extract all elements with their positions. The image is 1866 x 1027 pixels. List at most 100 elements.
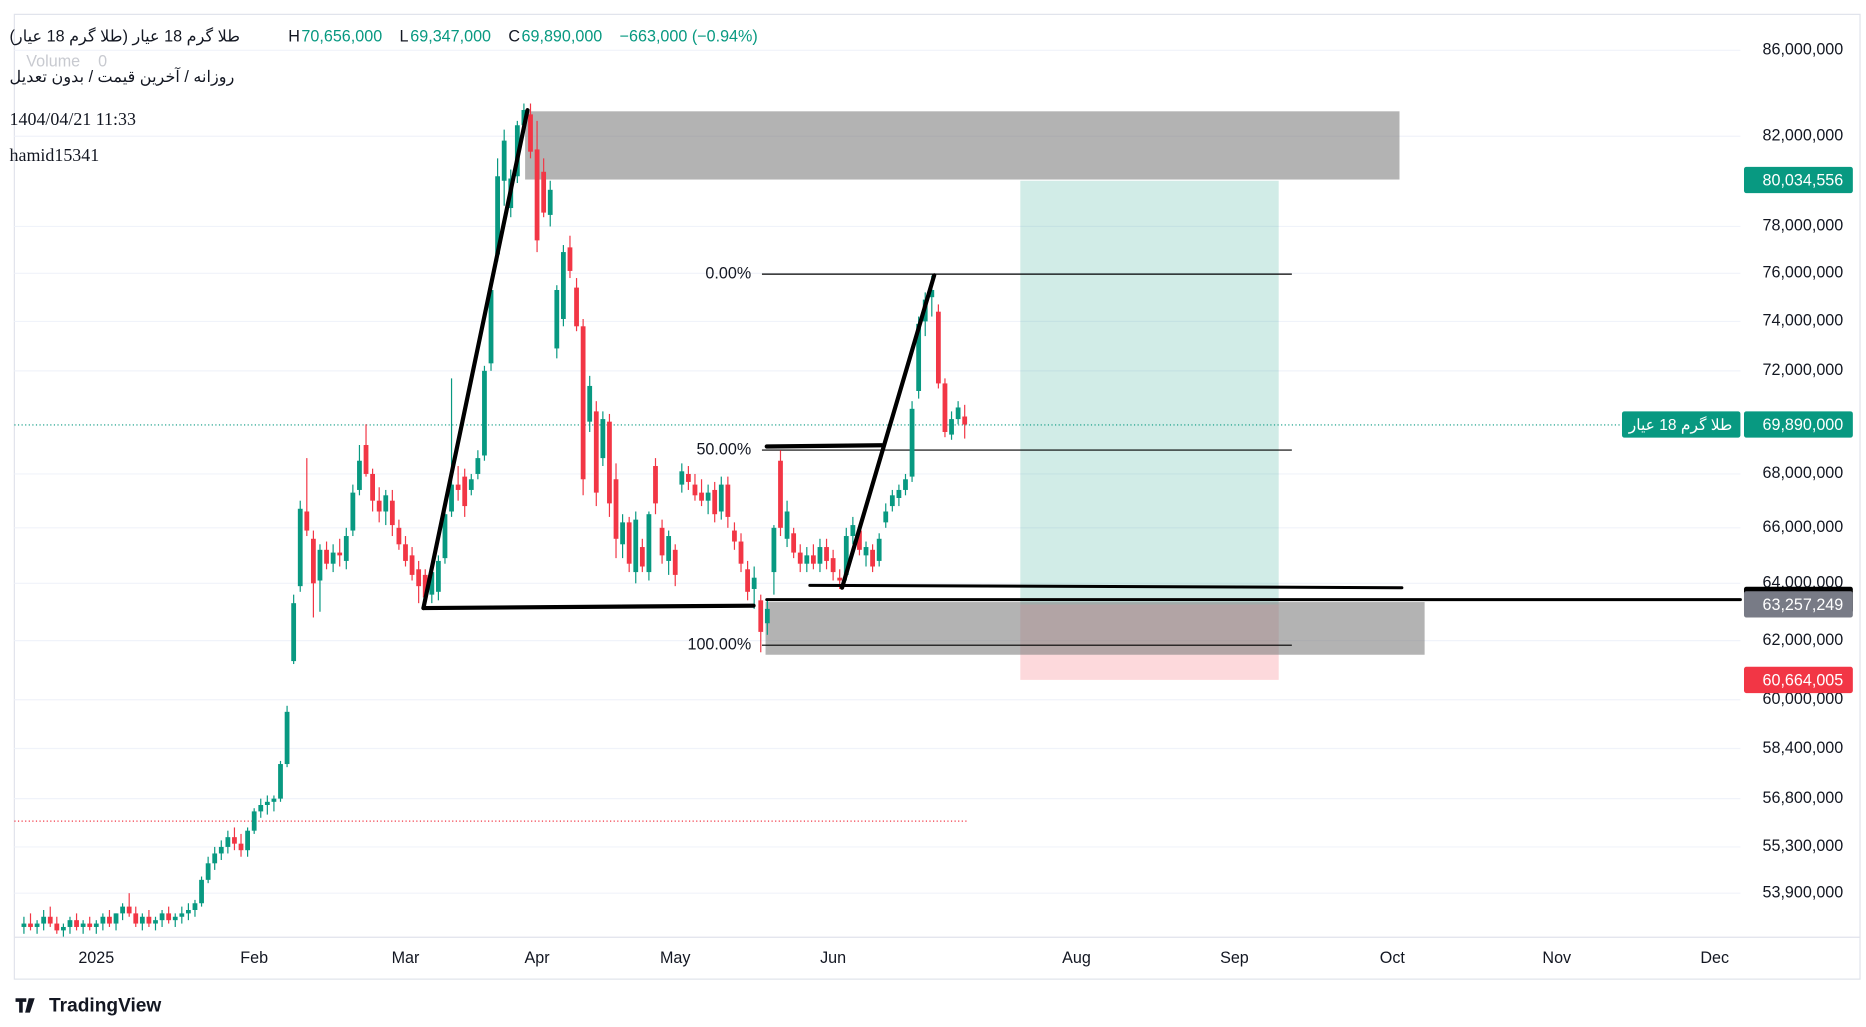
candle-body [488,289,494,364]
candle-body [435,560,441,592]
symbol-tag: طلا گرم 18 عیار [1628,415,1733,434]
y-tick-label: 60,000,000 [1763,690,1844,708]
candle-body [745,569,750,592]
candle-body [666,536,672,561]
candle-body [212,853,218,864]
candle-body [843,536,849,575]
candle-body [810,555,816,564]
candle-body [955,407,961,420]
candle-body [620,522,625,545]
x-tick-label: Sep [1220,949,1249,967]
candle-body [166,913,172,921]
candle-body [199,879,204,904]
author: hamid15341 [10,145,100,165]
candle-body [449,484,454,512]
candle-body [962,416,968,425]
candle-body [567,247,573,271]
chart-subtitle: روزانه / آخرین قیمت / بدون تعدیل [10,66,235,86]
candle-body [317,549,323,581]
candle-body [547,189,553,215]
close-key: C [508,27,520,45]
candle-body [232,837,237,844]
candle-body [87,923,93,927]
volume-label: Volume [26,53,80,71]
candle-body [389,500,395,526]
candle-body [153,920,158,924]
candle-body [363,445,369,474]
candle-body [442,514,448,559]
candle-body [935,311,941,384]
candle-body [784,511,790,539]
candle-body [462,476,468,507]
y-tick-label: 76,000,000 [1763,264,1844,282]
y-tick-label: 62,000,000 [1763,631,1844,649]
trend-line [421,603,756,611]
candle-body [896,489,902,498]
low-value: 69,347,000 [410,27,491,45]
candle-body [771,527,777,573]
candle-body [61,926,66,931]
candle-body [311,538,316,584]
x-tick-label: Feb [240,949,268,967]
candle-body [692,484,698,496]
candle-body [291,603,297,662]
candle-body [258,805,264,812]
candle-body [475,458,481,474]
demand-zone [765,602,1425,655]
price-label: 60,664,005 [1763,671,1844,689]
candle-body [889,495,895,507]
candle-body [626,522,632,564]
candle-body [186,909,191,914]
candle-body [909,408,915,477]
position-profit-zone [1020,180,1279,605]
candle-body [751,577,757,589]
candle-body [205,863,211,880]
candle-body [712,489,718,515]
candle-body [870,549,875,567]
candle-body [942,383,948,433]
candle-body [271,798,277,802]
candle-body [74,920,79,927]
candle-body [883,511,889,523]
y-tick-label: 66,000,000 [1763,518,1844,536]
candle-body [718,484,724,512]
candle-body [54,923,60,931]
candle-body [685,473,691,482]
y-tick-label: 82,000,000 [1763,126,1844,144]
candle-body [738,541,744,564]
candle-body [534,149,540,241]
trend-line [808,583,1404,590]
price-label: 69,890,000 [1763,416,1844,434]
price-label-box [1743,411,1853,438]
candle-body [468,479,474,490]
candle-body [284,711,290,765]
candle-body [383,495,389,512]
brand-name: TradingView [49,996,161,1017]
branding: TradingView [15,996,161,1017]
candle-body [607,421,612,504]
candle-body [429,572,435,595]
change-value: −663,000 (−0.94%) [620,27,758,45]
candle-body [501,140,507,181]
trend-lines [421,108,1742,611]
candle-body [416,569,422,587]
candle-body [47,916,53,924]
x-tick-label: Jun [820,949,846,967]
candle-body [778,460,783,528]
candle-body [343,536,349,561]
candle-body [653,466,658,504]
fib-label: 50.00% [696,440,751,458]
candle-body [824,547,829,561]
candle-body [725,484,731,517]
price-label-box [1743,591,1853,618]
candle-body [830,558,836,573]
trend-line [839,273,937,590]
price-label-box [1743,666,1853,694]
candle-body [528,114,533,152]
candle-body [705,492,711,501]
candle-body [370,473,375,501]
candle-body [804,555,810,564]
supply-zone [525,111,1400,180]
